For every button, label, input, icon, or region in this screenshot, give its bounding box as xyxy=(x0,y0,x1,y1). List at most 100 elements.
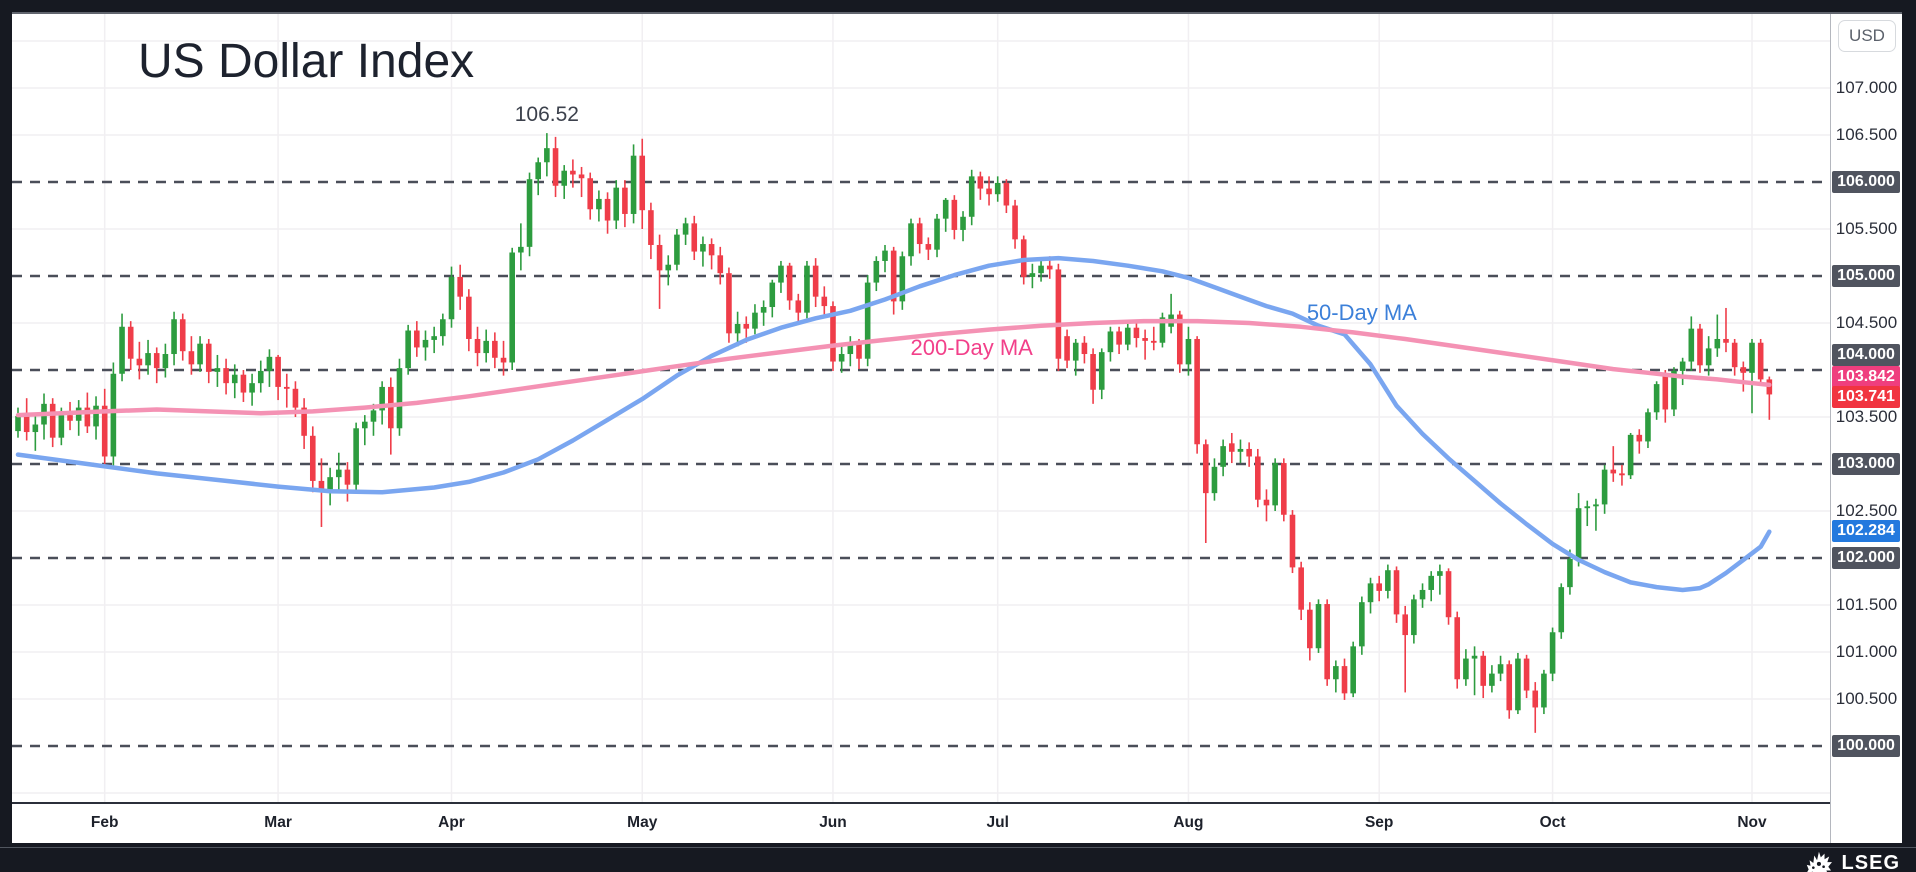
candle-body xyxy=(1246,448,1252,457)
candle-body xyxy=(1376,583,1382,591)
footer-divider xyxy=(0,847,1916,848)
candle-body xyxy=(830,306,836,362)
candle-body xyxy=(145,353,151,366)
candle-body xyxy=(1038,265,1044,274)
candle-body xyxy=(448,276,455,320)
candle-body xyxy=(526,179,533,247)
candle-body xyxy=(1307,609,1313,649)
ma200-line xyxy=(15,318,1772,418)
candle-body xyxy=(1107,331,1114,353)
candle-body xyxy=(93,405,99,427)
candle-body xyxy=(960,216,966,230)
candle-body xyxy=(414,330,420,348)
candle-body xyxy=(1575,508,1582,559)
candle-body xyxy=(1523,658,1530,691)
candle-body xyxy=(552,148,559,186)
price-tick: 102.500 xyxy=(1835,501,1898,520)
candle-body xyxy=(344,469,351,485)
candle-body xyxy=(275,356,281,387)
candle-body xyxy=(1757,342,1764,380)
candle-body xyxy=(431,336,437,340)
candle-body xyxy=(1731,342,1738,368)
candle-body xyxy=(986,188,992,195)
price-tick: 100.500 xyxy=(1835,689,1898,708)
candle-body xyxy=(1272,463,1278,506)
time-axis-label-feb: Feb xyxy=(90,814,119,831)
candle-body xyxy=(1445,571,1452,618)
level-badge: 103.000 xyxy=(1832,453,1900,475)
time-axis-label-sep: Sep xyxy=(1364,814,1394,831)
currency-badge[interactable]: USD xyxy=(1838,20,1896,52)
candle-body xyxy=(1619,473,1625,476)
candle-body xyxy=(58,415,65,438)
candle-body xyxy=(1393,570,1400,615)
time-axis-label-jul: Jul xyxy=(986,814,1009,831)
candle-body xyxy=(1315,604,1322,649)
ma-50-badge: 102.284 xyxy=(1832,520,1900,543)
candle-body xyxy=(752,312,758,329)
candle-body xyxy=(257,370,264,384)
candle-body xyxy=(188,351,195,365)
candle-body xyxy=(231,374,238,384)
candle-body xyxy=(1055,269,1062,359)
chart-panel: US Dollar Index 106.52 50-Day MA 200-Day… xyxy=(12,12,1902,845)
candlestick-chart[interactable] xyxy=(12,14,1830,802)
candle-body xyxy=(1081,342,1088,355)
candle-body xyxy=(136,358,143,366)
candle-body xyxy=(1012,205,1018,240)
candle-body xyxy=(769,282,776,308)
candle-body xyxy=(1281,463,1287,515)
candle-body xyxy=(578,174,585,179)
time-axis-label-nov: Nov xyxy=(1737,814,1767,831)
level-badge: 105.000 xyxy=(1832,265,1900,287)
candle-body xyxy=(1411,599,1417,636)
time-axis-label-mar: Mar xyxy=(264,814,292,831)
candle-body xyxy=(466,296,472,339)
candle-body xyxy=(1176,314,1183,365)
candle-body xyxy=(812,265,819,297)
candle-body xyxy=(1541,673,1547,708)
candle-body xyxy=(760,307,767,313)
candle-body xyxy=(1610,469,1617,474)
candle-body xyxy=(630,155,637,214)
candle-body xyxy=(544,148,550,163)
candle-body xyxy=(119,326,125,374)
candle-body xyxy=(890,250,897,302)
price-tick: 103.500 xyxy=(1835,407,1898,426)
candle-body xyxy=(1697,328,1703,366)
candle-body xyxy=(1255,456,1261,500)
candle-body xyxy=(370,410,377,422)
candle-body xyxy=(396,368,403,429)
price-tick: 104.500 xyxy=(1835,313,1898,332)
candle-body xyxy=(1367,583,1374,603)
candle-body xyxy=(388,386,394,429)
candle-body xyxy=(570,170,576,175)
candle-body xyxy=(214,368,221,372)
candle-body xyxy=(596,198,602,210)
candle-body xyxy=(1090,354,1096,390)
candle-body xyxy=(882,250,888,261)
candle-body xyxy=(1489,673,1495,686)
candle-body xyxy=(1740,367,1747,373)
ma50-line xyxy=(15,255,1772,593)
candle-body xyxy=(1723,338,1729,343)
candle-body xyxy=(648,210,654,245)
candle-body xyxy=(561,170,568,186)
price-axis[interactable]: USD 103.842 103.741 102.284 107.000 106.5… xyxy=(1831,14,1902,845)
candle-body xyxy=(1046,265,1053,270)
time-axis-label-apr: Apr xyxy=(438,814,465,831)
price-tick: 101.500 xyxy=(1835,595,1898,614)
time-axis[interactable]: Feb Mar Apr May Jun Jul Aug Sep Oct Nov xyxy=(12,802,1830,845)
candle-body xyxy=(1298,567,1304,610)
candle-body xyxy=(101,405,108,457)
candle-body xyxy=(353,428,359,485)
candle-body xyxy=(1428,575,1435,590)
axis-separator xyxy=(1830,14,1831,845)
lseg-crest-icon xyxy=(1806,851,1832,872)
last-price-badge: 103.741 xyxy=(1832,386,1900,409)
level-badge: 104.000 xyxy=(1832,344,1900,366)
price-tick: 101.000 xyxy=(1835,642,1898,661)
candle-body xyxy=(422,339,429,348)
candle-body xyxy=(110,373,117,457)
